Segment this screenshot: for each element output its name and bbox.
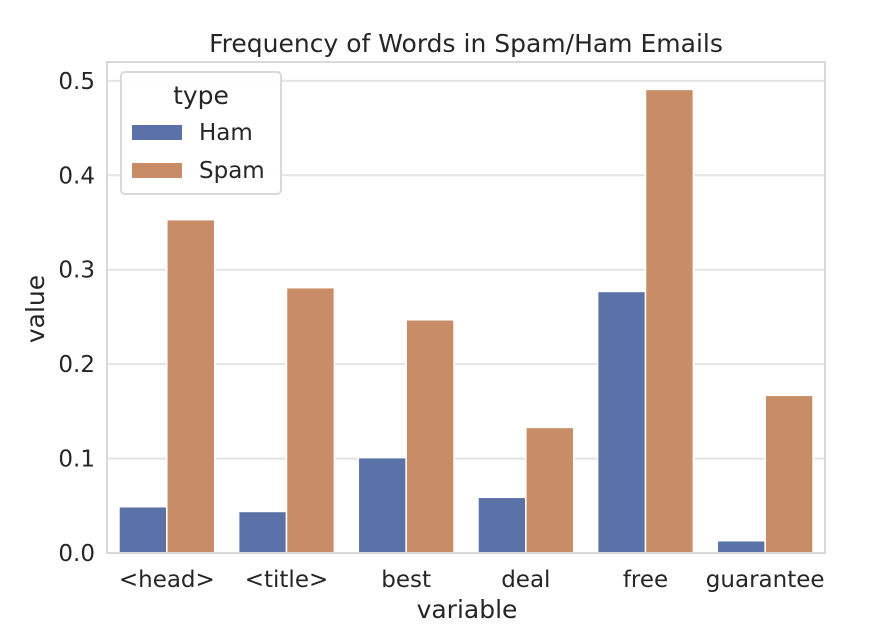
bars: [118, 88, 814, 554]
legend-swatch-spam: [132, 163, 182, 178]
legend-label-spam: Spam: [199, 158, 265, 184]
x-tick-label: deal: [501, 567, 550, 593]
x-axis-label: variable: [417, 595, 518, 624]
y-tick-label: 0.4: [58, 163, 95, 189]
bar-ham-0: [118, 505, 168, 554]
x-tick-label: guarantee: [706, 567, 825, 593]
x-axis-ticks: <head> <title> best deal free guarantee: [119, 567, 825, 593]
x-tick-label: free: [623, 567, 668, 593]
y-tick-label: 0.3: [58, 258, 95, 284]
bar-ham-1: [237, 510, 288, 554]
legend-title: type: [173, 81, 229, 110]
bar-ham-5: [716, 539, 766, 554]
bar-ham-2: [357, 456, 407, 554]
bar-spam-5: [764, 394, 814, 554]
bar-spam-2: [405, 319, 455, 554]
bar-spam-4: [644, 88, 695, 554]
legend-swatch-ham: [132, 125, 182, 140]
plot-frame: [106, 61, 826, 554]
y-axis-label: value: [21, 275, 50, 343]
y-tick-label: 0.1: [58, 447, 95, 473]
legend: type Ham Spam: [120, 71, 282, 195]
bar-ham-4: [596, 290, 647, 554]
y-tick-label: 0.5: [58, 69, 95, 95]
x-tick-label: <title>: [245, 567, 329, 593]
bar-spam-3: [525, 426, 575, 554]
y-axis-ticks: 0.0 0.1 0.2 0.3 0.4 0.5: [58, 69, 95, 567]
legend-label-ham: Ham: [199, 120, 253, 146]
bar-spam-0: [166, 218, 216, 554]
chart-title: Frequency of Words in Spam/Ham Emails: [209, 29, 723, 58]
x-tick-label: <head>: [119, 567, 215, 593]
bar-ham-3: [477, 496, 527, 554]
bar-spam-1: [285, 286, 336, 554]
x-tick-label: best: [381, 567, 431, 593]
y-tick-label: 0.0: [58, 541, 95, 567]
y-tick-label: 0.2: [58, 352, 95, 378]
